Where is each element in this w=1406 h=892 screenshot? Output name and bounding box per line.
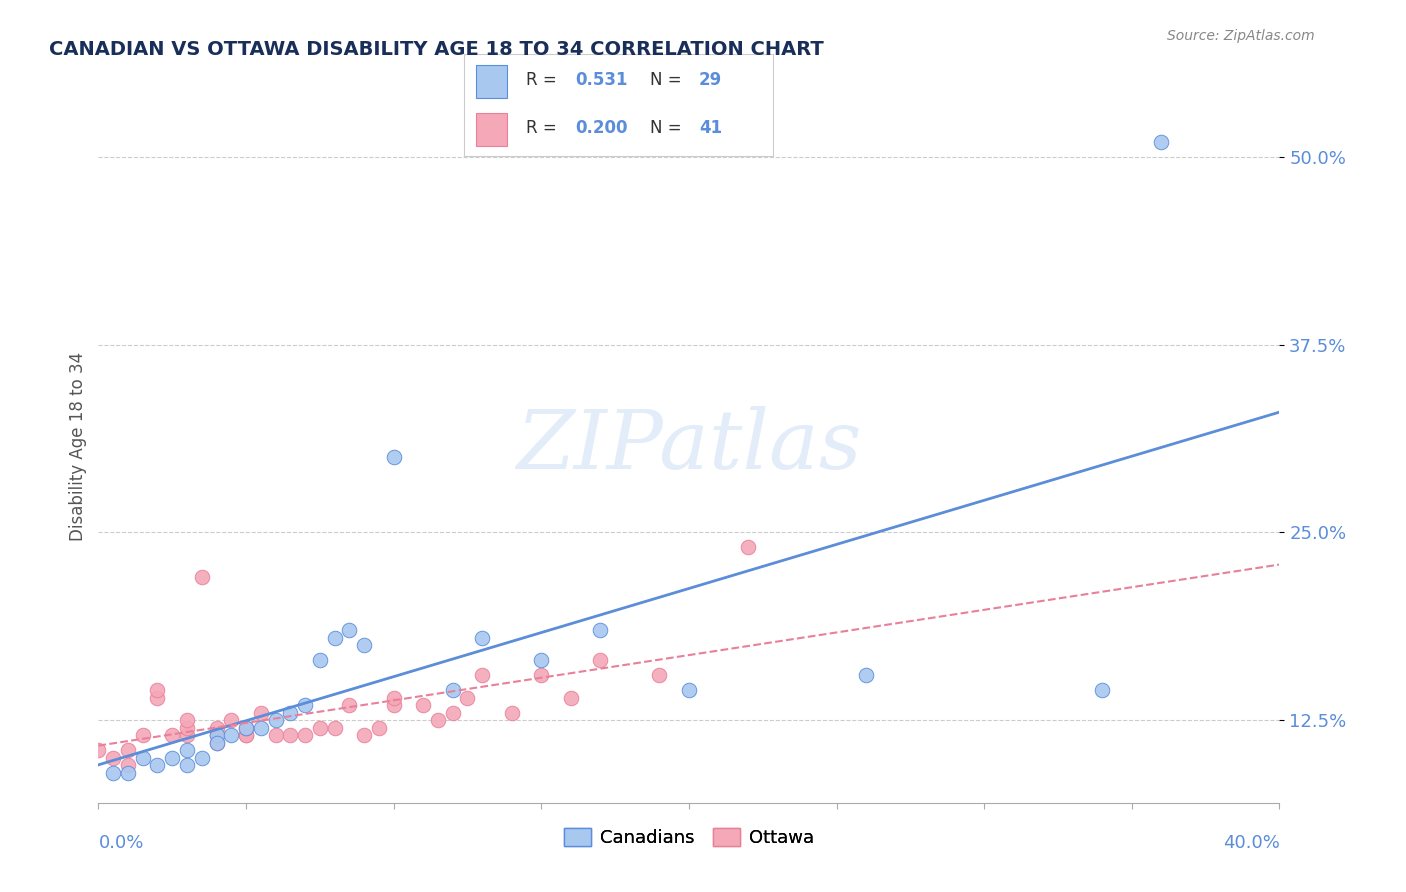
Text: N =: N = [650,120,686,137]
Text: 0.0%: 0.0% [98,834,143,852]
Point [294,728,316,742]
Point [132,750,155,764]
Text: ZIPatlas: ZIPatlas [516,406,862,486]
Point [146,690,169,705]
Point [205,728,228,742]
Text: N =: N = [650,71,686,89]
Point [323,721,346,735]
Point [471,668,494,682]
Point [117,765,139,780]
Point [117,743,139,757]
Point [471,631,494,645]
Text: 41: 41 [699,120,723,137]
Point [441,706,464,720]
Text: 0.200: 0.200 [575,120,628,137]
Point [176,728,198,742]
Point [353,728,375,742]
Point [235,721,257,735]
Point [382,690,405,705]
Point [441,683,464,698]
Point [221,713,243,727]
Point [117,758,139,772]
Point [103,750,125,764]
Point [162,728,183,742]
Point [87,743,110,757]
Text: 0.531: 0.531 [575,71,628,89]
Point [146,683,169,698]
Point [250,706,273,720]
Point [205,736,228,750]
Point [103,765,125,780]
Point [353,638,375,652]
Point [176,743,198,757]
Point [235,728,257,742]
Point [589,653,612,667]
Point [309,721,332,735]
Point [339,698,361,713]
Point [162,750,183,764]
Point [191,750,214,764]
Point [412,698,434,713]
Point [855,668,877,682]
Legend: Canadians, Ottawa: Canadians, Ottawa [557,821,821,855]
Point [427,713,450,727]
Point [191,570,214,584]
Point [250,721,273,735]
Point [501,706,523,720]
Point [368,721,391,735]
Point [323,631,346,645]
Point [530,653,553,667]
Point [176,721,198,735]
Point [235,721,257,735]
Point [235,728,257,742]
Point [382,698,405,713]
Point [1091,683,1114,698]
Point [530,668,553,682]
Point [1150,135,1173,149]
Text: 29: 29 [699,71,723,89]
Point [309,653,332,667]
Point [176,758,198,772]
Text: 40.0%: 40.0% [1223,834,1279,852]
Point [737,541,759,555]
Point [146,758,169,772]
Point [205,736,228,750]
Text: Source: ZipAtlas.com: Source: ZipAtlas.com [1167,29,1315,43]
Point [264,728,287,742]
Point [205,721,228,735]
Point [560,690,582,705]
Point [264,713,287,727]
Text: R =: R = [526,120,562,137]
Point [280,706,302,720]
Text: R =: R = [526,71,562,89]
Point [205,728,228,742]
Point [589,623,612,637]
Point [339,623,361,637]
Point [132,728,155,742]
Point [221,728,243,742]
Text: CANADIAN VS OTTAWA DISABILITY AGE 18 TO 34 CORRELATION CHART: CANADIAN VS OTTAWA DISABILITY AGE 18 TO … [49,40,824,59]
FancyBboxPatch shape [477,65,508,97]
Y-axis label: Disability Age 18 to 34: Disability Age 18 to 34 [69,351,87,541]
Point [280,728,302,742]
Point [457,690,479,705]
Point [294,698,316,713]
FancyBboxPatch shape [477,113,508,145]
Point [176,713,198,727]
Point [382,450,405,465]
Point [678,683,700,698]
Point [648,668,671,682]
